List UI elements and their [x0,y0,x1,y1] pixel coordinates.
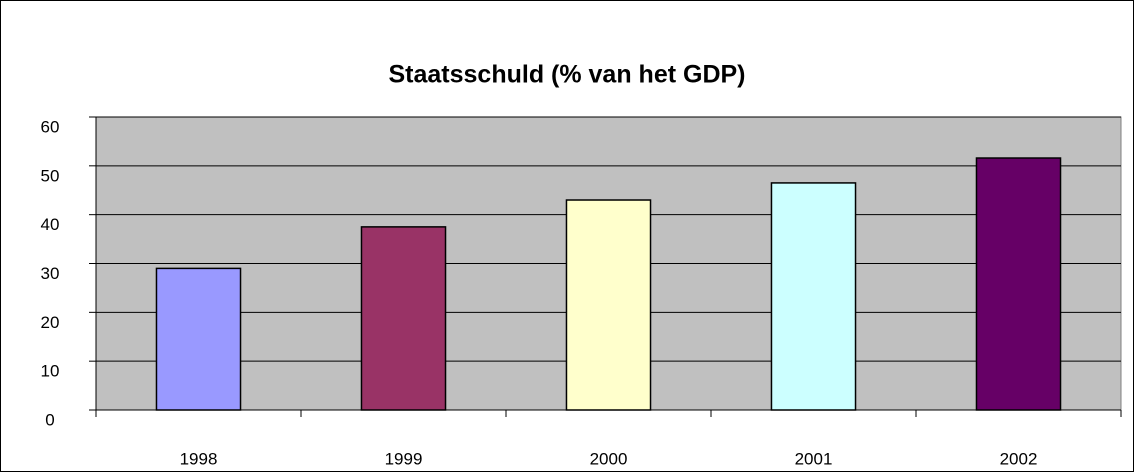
bar [975,157,1062,411]
bar [565,199,652,411]
bar [360,226,447,411]
bar [155,267,242,411]
y-tick-label: 20 [41,313,60,332]
x-tick-label: 2001 [795,449,833,468]
y-tick-label: 0 [45,410,54,429]
x-tick-label: 1998 [180,449,218,468]
y-tick-label: 40 [41,215,60,234]
bar [770,182,857,411]
y-tick-label: 60 [41,117,60,136]
y-tick-label: 10 [41,362,60,381]
y-tick-label: 30 [41,264,60,283]
x-tick-label: 1999 [385,449,423,468]
y-tick-label: 50 [41,166,60,185]
x-tick-label: 2000 [590,449,628,468]
x-tick-label: 2002 [1000,449,1038,468]
chart-title: Staatsschuld (% van het GDP) [388,61,745,89]
